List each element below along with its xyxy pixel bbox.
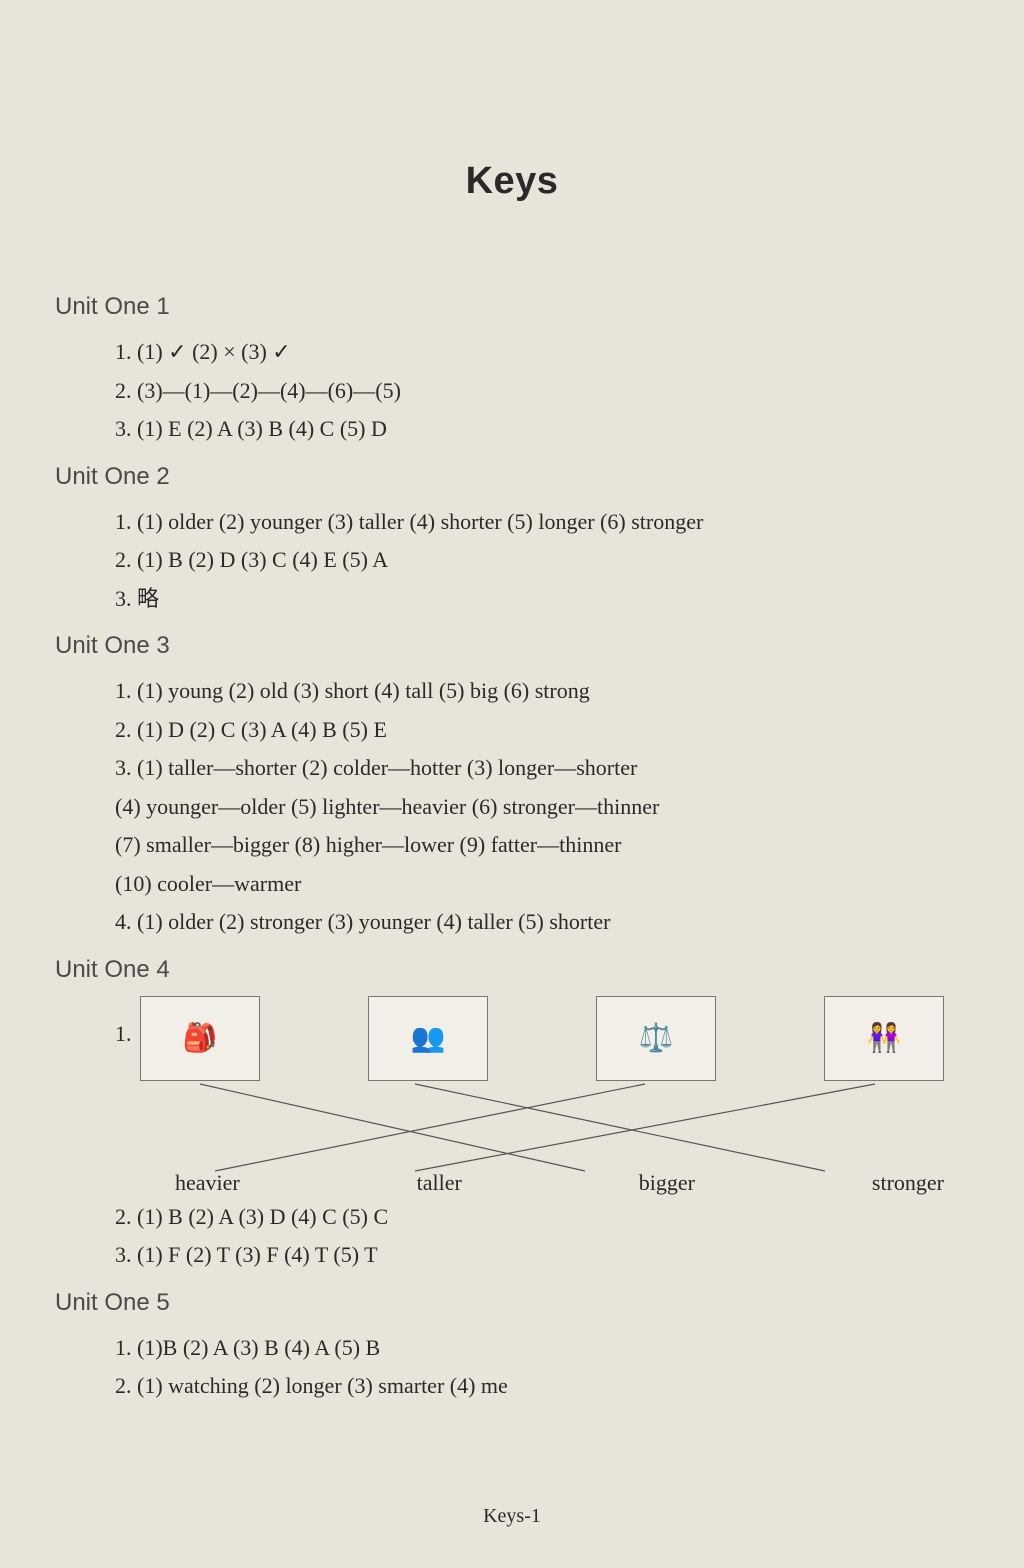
answer-line: 1. (1) older (2) younger (3) taller (4) … (115, 503, 969, 542)
answer-line: 1. (1) ✓ (2) × (3) ✓ (115, 333, 969, 372)
section-header: Unit One 1 (55, 293, 969, 321)
answer-line: 1. (1)B (2) A (3) B (4) A (5) B (115, 1329, 969, 1368)
match-label: heavier (175, 1170, 240, 1196)
match-label: taller (417, 1170, 462, 1196)
content-area: Unit One 1 1. (1) ✓ (2) × (3) ✓2. (3)—(1)… (55, 293, 969, 1406)
match-label: stronger (872, 1170, 944, 1196)
answer-line: 2. (1) B (2) D (3) C (4) E (5) A (115, 541, 969, 580)
answer-line: (4) younger—older (5) lighter—heavier (6… (115, 788, 969, 827)
section-header: Unit One 5 (55, 1289, 969, 1317)
matching-lines (115, 996, 969, 1196)
answer-line: 1. (1) young (2) old (3) short (4) tall … (115, 672, 969, 711)
label-row: heavier taller bigger stronger (175, 1170, 944, 1196)
answer-line: 3. 略 (115, 580, 969, 619)
section-header: Unit One 2 (55, 463, 969, 491)
matching-exercise: 1.🎒👥⚖️👭heaviertallerbiggerstronger (55, 996, 969, 1196)
answer-line: 3. (1) F (2) T (3) F (4) T (5) T (115, 1236, 969, 1275)
answer-line: (7) smaller—bigger (8) higher—lower (9) … (115, 826, 969, 865)
section-header: Unit One 3 (55, 632, 969, 660)
match-label: bigger (639, 1170, 695, 1196)
answer-line: 3. (1) taller—shorter (2) colder—hotter … (115, 749, 969, 788)
page-footer: Keys-1 (0, 1505, 1024, 1528)
answer-line: 2. (3)—(1)—(2)—(4)—(6)—(5) (115, 372, 969, 411)
answer-line: (10) cooler—warmer (115, 865, 969, 904)
answer-line: 2. (1) D (2) C (3) A (4) B (5) E (115, 711, 969, 750)
answer-line: 3. (1) E (2) A (3) B (4) C (5) D (115, 410, 969, 449)
answer-line: 4. (1) older (2) stronger (3) younger (4… (115, 903, 969, 942)
section-header: Unit One 4 (55, 956, 969, 984)
answer-line: 2. (1) watching (2) longer (3) smarter (… (115, 1367, 969, 1406)
matching-container: 🎒👥⚖️👭heaviertallerbiggerstronger (115, 996, 969, 1196)
answer-line: 2. (1) B (2) A (3) D (4) C (5) C (115, 1198, 969, 1237)
page-title: Keys (55, 160, 969, 203)
